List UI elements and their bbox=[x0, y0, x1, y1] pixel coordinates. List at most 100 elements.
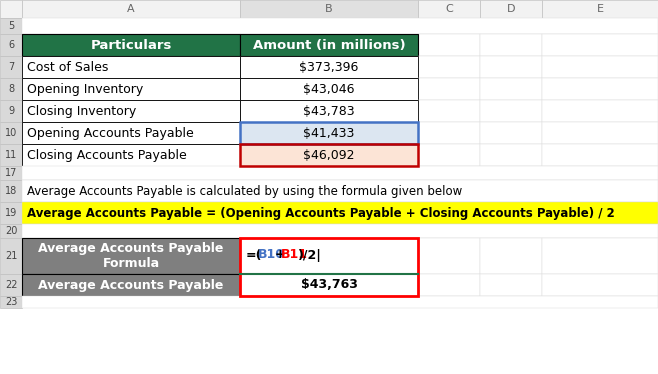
Bar bbox=[22, 18, 658, 34]
Bar bbox=[240, 122, 418, 144]
Bar bbox=[542, 100, 658, 122]
Bar bbox=[480, 144, 542, 166]
Bar bbox=[0, 238, 22, 274]
Bar bbox=[22, 202, 658, 224]
Text: B11: B11 bbox=[281, 248, 308, 261]
Text: $43,046: $43,046 bbox=[303, 83, 355, 95]
Bar bbox=[0, 180, 22, 202]
Text: $46,092: $46,092 bbox=[303, 148, 355, 162]
Bar bbox=[542, 34, 658, 56]
Text: 21: 21 bbox=[5, 251, 17, 261]
Text: 22: 22 bbox=[5, 280, 17, 290]
Bar bbox=[240, 238, 418, 296]
Bar bbox=[240, 78, 418, 100]
Bar bbox=[542, 0, 658, 18]
Bar bbox=[0, 0, 22, 18]
Bar bbox=[480, 34, 542, 56]
Bar bbox=[240, 56, 418, 78]
Bar bbox=[542, 122, 658, 144]
Text: Amount (in millions): Amount (in millions) bbox=[253, 39, 405, 52]
Text: $41,433: $41,433 bbox=[303, 126, 355, 140]
Text: A: A bbox=[127, 4, 135, 14]
Bar bbox=[480, 122, 542, 144]
Bar bbox=[22, 274, 240, 296]
Text: Average Accounts Payable
Formula: Average Accounts Payable Formula bbox=[38, 242, 224, 270]
Bar bbox=[542, 78, 658, 100]
Bar bbox=[22, 238, 240, 274]
Bar bbox=[0, 100, 22, 122]
Bar bbox=[418, 78, 480, 100]
Bar bbox=[22, 34, 240, 56]
Bar bbox=[240, 0, 418, 18]
Text: )/2|: )/2| bbox=[298, 248, 322, 261]
Bar bbox=[0, 224, 22, 238]
Text: 10: 10 bbox=[5, 128, 17, 138]
Text: 19: 19 bbox=[5, 208, 17, 218]
Text: 17: 17 bbox=[5, 168, 17, 178]
Bar bbox=[22, 224, 658, 238]
Text: $373,396: $373,396 bbox=[299, 61, 359, 74]
Bar bbox=[22, 180, 658, 202]
Text: 6: 6 bbox=[8, 40, 14, 50]
Text: Cost of Sales: Cost of Sales bbox=[27, 61, 109, 74]
Bar bbox=[542, 144, 658, 166]
Text: 8: 8 bbox=[8, 84, 14, 94]
Bar bbox=[418, 144, 480, 166]
Bar bbox=[240, 122, 418, 144]
Bar bbox=[22, 100, 240, 122]
Bar bbox=[22, 296, 658, 308]
Bar bbox=[22, 122, 240, 144]
Text: $43,783: $43,783 bbox=[303, 104, 355, 117]
Bar bbox=[0, 56, 22, 78]
Text: Particulars: Particulars bbox=[90, 39, 172, 52]
Text: B: B bbox=[325, 4, 333, 14]
Text: Average Accounts Payable is calculated by using the formula given below: Average Accounts Payable is calculated b… bbox=[27, 184, 463, 197]
Bar bbox=[240, 238, 418, 274]
Text: 23: 23 bbox=[5, 297, 17, 307]
Bar bbox=[240, 144, 418, 166]
Text: +: + bbox=[275, 248, 286, 261]
Text: Opening Accounts Payable: Opening Accounts Payable bbox=[27, 126, 193, 140]
Text: Opening Inventory: Opening Inventory bbox=[27, 83, 143, 95]
Bar bbox=[0, 122, 22, 144]
Bar bbox=[22, 0, 240, 18]
Bar bbox=[418, 274, 480, 296]
Bar bbox=[240, 100, 418, 122]
Bar bbox=[418, 0, 480, 18]
Text: 20: 20 bbox=[5, 226, 17, 236]
Text: Average Accounts Payable: Average Accounts Payable bbox=[38, 279, 224, 291]
Bar bbox=[240, 144, 418, 166]
Bar bbox=[542, 56, 658, 78]
Text: E: E bbox=[597, 4, 603, 14]
Bar bbox=[480, 56, 542, 78]
Text: 5: 5 bbox=[8, 21, 14, 31]
Bar bbox=[22, 144, 240, 166]
Bar bbox=[22, 78, 240, 100]
Bar bbox=[0, 274, 22, 296]
Bar bbox=[0, 34, 22, 56]
Bar bbox=[480, 0, 542, 18]
Text: Closing Accounts Payable: Closing Accounts Payable bbox=[27, 148, 187, 162]
Bar bbox=[22, 166, 658, 180]
Bar bbox=[418, 238, 480, 274]
Bar bbox=[418, 100, 480, 122]
Text: 9: 9 bbox=[8, 106, 14, 116]
Text: 18: 18 bbox=[5, 186, 17, 196]
Bar bbox=[0, 144, 22, 166]
Bar bbox=[0, 18, 22, 34]
Bar bbox=[0, 78, 22, 100]
Text: $43,763: $43,763 bbox=[301, 279, 357, 291]
Text: 11: 11 bbox=[5, 150, 17, 160]
Bar bbox=[418, 56, 480, 78]
Bar bbox=[418, 34, 480, 56]
Text: 7: 7 bbox=[8, 62, 14, 72]
Bar bbox=[22, 56, 240, 78]
Text: C: C bbox=[445, 4, 453, 14]
Bar bbox=[480, 78, 542, 100]
Bar bbox=[0, 202, 22, 224]
Text: Closing Inventory: Closing Inventory bbox=[27, 104, 136, 117]
Bar bbox=[480, 238, 542, 274]
Bar bbox=[240, 274, 418, 296]
Text: Average Accounts Payable = (Opening Accounts Payable + Closing Accounts Payable): Average Accounts Payable = (Opening Acco… bbox=[27, 206, 615, 220]
Bar bbox=[542, 274, 658, 296]
